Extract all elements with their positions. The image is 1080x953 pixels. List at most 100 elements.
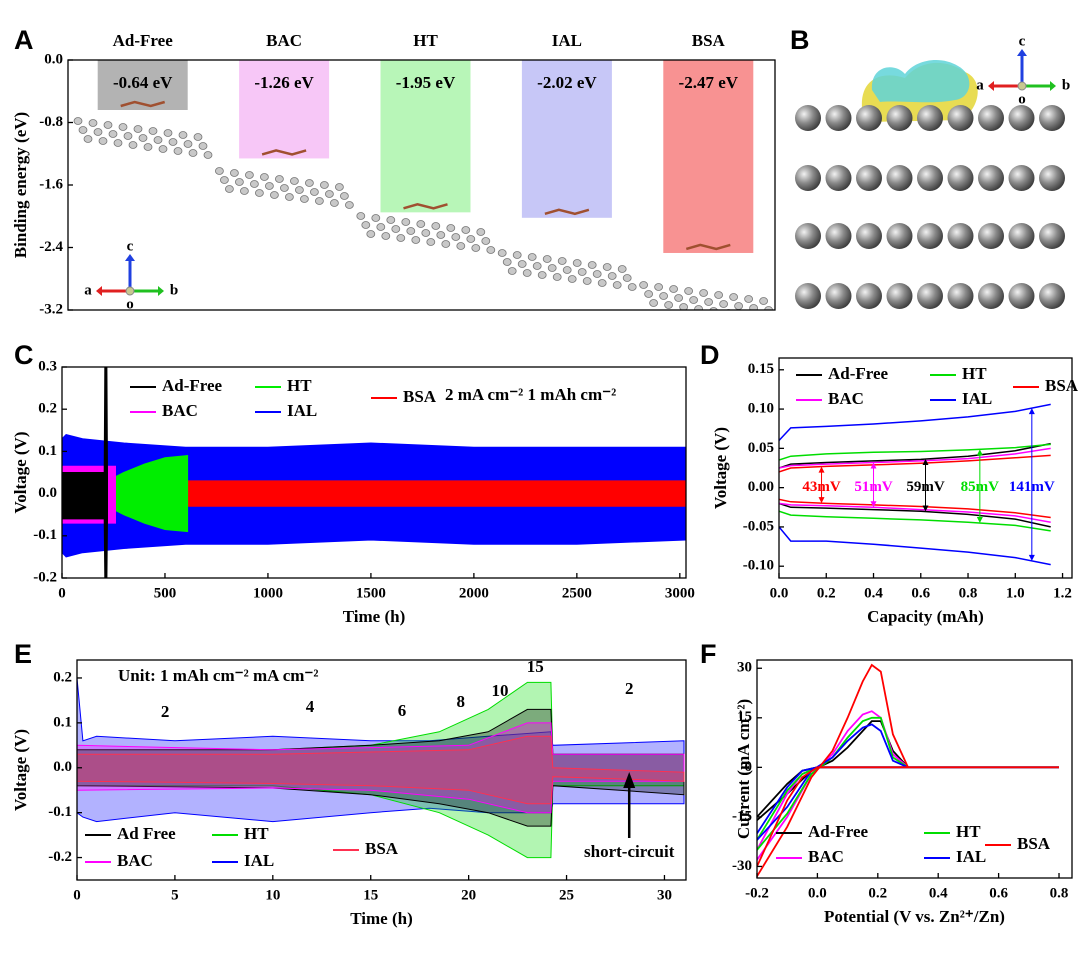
atom [143, 143, 153, 151]
atom [755, 314, 763, 321]
plot-area [779, 403, 1051, 566]
atom [978, 283, 1004, 309]
molecule [544, 208, 590, 216]
atom [406, 227, 416, 235]
y-tick-label: -1.6 [39, 176, 63, 192]
atom [234, 178, 244, 186]
cv-curve [757, 663, 1059, 877]
rate-label: 8 [457, 692, 466, 711]
atom [795, 165, 821, 191]
atom [684, 287, 693, 295]
legend-label: HT [287, 376, 312, 395]
atom [264, 182, 274, 190]
atom [679, 303, 688, 310]
arrow-head [976, 449, 983, 456]
atom [279, 184, 289, 192]
plot-area [77, 677, 685, 859]
discharge-curve [779, 526, 1051, 566]
atom [431, 222, 441, 230]
atom [734, 302, 743, 310]
atom [289, 177, 299, 185]
arrow-head [1017, 49, 1027, 56]
molecule [261, 149, 307, 156]
atom [118, 123, 128, 131]
legend-label: BSA [365, 839, 399, 858]
bar [239, 60, 330, 159]
atom [239, 187, 249, 195]
discharge-curve [779, 510, 1051, 532]
atom [411, 236, 421, 244]
atom [128, 141, 138, 149]
legend-label: BAC [162, 401, 198, 420]
category-label: BSA [692, 31, 726, 50]
atom [391, 225, 401, 233]
x-tick-label: 3000 [665, 585, 695, 601]
atom [224, 185, 234, 193]
axis-name: a [976, 77, 984, 93]
atom [497, 249, 507, 257]
atom [78, 126, 88, 134]
rate-label: 2 [625, 679, 634, 698]
atom [978, 105, 1004, 131]
atom [527, 253, 537, 261]
charge-curve [779, 447, 1051, 469]
atom [486, 246, 496, 254]
y-axis-label: Binding energy (eV) [11, 112, 30, 258]
plot-frame [778, 357, 1073, 579]
arrow-head [976, 517, 983, 523]
rate-label: 4 [306, 697, 315, 716]
legend-label: IAL [287, 401, 317, 420]
atom [522, 269, 532, 277]
atom [664, 301, 673, 309]
y-tick-label: 0.00 [748, 479, 774, 495]
origin [125, 286, 135, 296]
atom [1039, 223, 1065, 249]
legend-label: HT [962, 364, 987, 383]
legend-label: BAC [117, 851, 153, 870]
gap-label: 43mV [802, 479, 840, 495]
legend-label: BAC [808, 847, 844, 866]
atom [314, 197, 324, 205]
crystal-axes: a b c o [84, 238, 178, 312]
atom [567, 275, 577, 283]
atom [607, 272, 617, 280]
atom [476, 228, 486, 236]
atom [381, 232, 391, 240]
x-tick-label: 10 [265, 887, 280, 903]
value-label: -2.47 eV [679, 73, 739, 92]
arrow-head [988, 81, 994, 91]
y-tick-label: 0.0 [44, 51, 63, 67]
atom [886, 223, 913, 249]
atom [249, 180, 259, 188]
plot-area [62, 367, 686, 578]
atom [386, 216, 396, 224]
panel-label: D [700, 340, 720, 370]
atom [436, 231, 446, 239]
gap-label: 85mV [961, 479, 999, 495]
atom [978, 223, 1004, 249]
y-tick-label: -0.1 [33, 527, 57, 543]
atom [1039, 283, 1065, 309]
rate-label: 6 [398, 701, 407, 720]
legend-label: IAL [956, 847, 986, 866]
y-tick-label: 30 [737, 660, 752, 676]
atom [446, 224, 456, 232]
y-tick-label: -0.2 [48, 849, 72, 865]
atom [719, 300, 728, 308]
value-label: -1.95 eV [396, 73, 456, 92]
x-tick-label: 0.4 [929, 885, 948, 901]
legend-label: HT [956, 822, 981, 841]
atom [113, 139, 123, 147]
x-tick-label: 20 [461, 887, 476, 903]
axis-name: c [1019, 33, 1026, 49]
x-tick-label: 15 [363, 887, 378, 903]
y-tick-label: 15 [737, 709, 752, 725]
atom [669, 285, 678, 293]
atom [612, 281, 622, 289]
voltage-band [62, 367, 108, 578]
atom [88, 119, 98, 127]
atom [644, 290, 653, 298]
plot-frame [756, 659, 1073, 879]
atom [471, 244, 481, 252]
arrow-head [1050, 81, 1056, 91]
